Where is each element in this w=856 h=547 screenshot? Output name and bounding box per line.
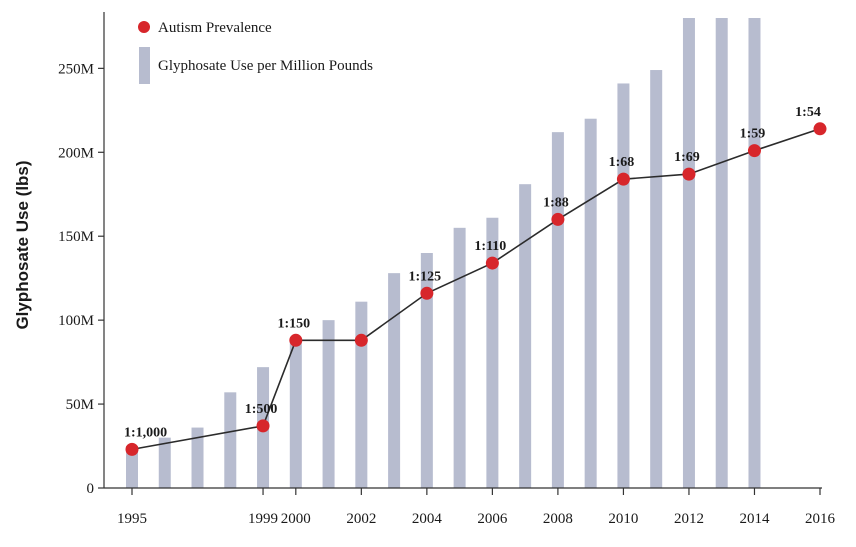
prevalence-point-2000 [289, 333, 303, 347]
prevalence-label-2014: 1:59 [740, 127, 766, 142]
prevalence-point-2014 [747, 144, 761, 158]
x-tick-label: 1999 [248, 511, 278, 527]
prevalence-point-2004 [420, 286, 434, 300]
bar-2009 [584, 118, 597, 488]
bar-2011 [650, 70, 663, 489]
bar-2006 [486, 217, 499, 488]
bar-2001 [322, 320, 335, 488]
bar-2007 [519, 184, 532, 488]
legend-point-marker [138, 21, 150, 33]
bar-2000 [289, 340, 302, 488]
legend-bar-marker [139, 47, 150, 84]
bar-2013 [715, 18, 728, 488]
x-tick-label: 2004 [412, 511, 443, 527]
x-tick-label: 2012 [674, 511, 704, 527]
prevalence-label-2004: 1:125 [409, 269, 442, 284]
prevalence-point-2012 [682, 167, 696, 181]
y-tick-label: 200M [58, 145, 94, 161]
prevalence-point-2008 [551, 212, 565, 226]
x-tick-label: 2000 [281, 511, 311, 527]
y-tick-label: 50M [66, 397, 94, 413]
prevalence-label-1995: 1:1,000 [124, 425, 167, 440]
prevalence-point-2002 [354, 333, 368, 347]
bar-2008 [551, 132, 564, 488]
x-tick-label: 1995 [117, 511, 147, 527]
legend-bars-label: Glyphosate Use per Million Pounds [158, 58, 373, 74]
y-tick-label: 250M [58, 61, 94, 77]
prevalence-series: 1:1,000 1:500 1:150 1:125 1:110 1:88 1:68 1:69 1… [124, 105, 827, 456]
prevalence-label-2006: 1:110 [474, 239, 506, 254]
legend-points-label: Autism Prevalence [158, 20, 272, 36]
bar-1996 [158, 437, 171, 488]
bar-2002 [355, 301, 368, 488]
bar-1995 [126, 446, 138, 488]
x-tick-label: 2008 [543, 511, 573, 527]
y-tick-label: 0 [87, 481, 95, 497]
x-tick-label: 2014 [739, 511, 770, 527]
axes-group: 0 50M 100M 150M 200M 250M 1995 1999 2000 2002 2004… [58, 12, 836, 527]
prevalence-label-2012: 1:69 [674, 150, 700, 165]
x-tick-label: 2006 [477, 511, 508, 527]
prevalence-label-2016: 1:54 [795, 105, 821, 120]
bars-group [126, 18, 761, 489]
bar-2004 [420, 253, 433, 488]
prevalence-label-2010: 1:68 [609, 155, 635, 170]
y-tick-label: 150M [58, 229, 94, 245]
prevalence-point-2010 [616, 172, 630, 186]
prevalence-label-2000: 1:150 [277, 316, 310, 331]
prevalence-point-2006 [485, 256, 499, 270]
prevalence-label-1999: 1:500 [245, 402, 278, 417]
prevalence-point-2016 [813, 122, 827, 136]
prevalence-point-1999 [256, 419, 270, 433]
bar-2003 [388, 273, 401, 488]
x-tick-label: 2010 [608, 511, 638, 527]
bar-2012 [682, 18, 695, 488]
x-tick-label: 2002 [346, 511, 376, 527]
prevalence-point-1995 [125, 442, 139, 456]
bar-1997 [191, 427, 204, 488]
bar-2005 [453, 227, 466, 489]
prevalence-label-2008: 1:88 [543, 195, 569, 210]
bar-2010 [617, 83, 630, 488]
bar-1998 [224, 392, 237, 488]
bar-2014 [748, 18, 761, 488]
x-tick-label: 2016 [805, 511, 836, 527]
y-axis-label: Glyphosate Use (lbs) [13, 160, 32, 329]
legend: Autism Prevalence Glyphosate Use per Mil… [138, 20, 373, 84]
y-tick-label: 100M [58, 313, 94, 329]
